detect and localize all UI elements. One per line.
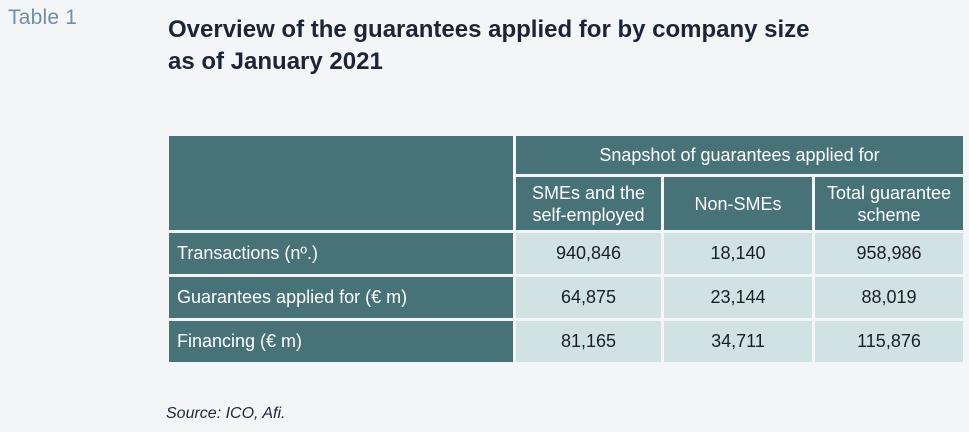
column-header-smes-line-1: SMEs and the: [531, 182, 646, 203]
guarantees-table: Snapshot of guarantees applied for SMEs …: [166, 133, 966, 365]
table-label: Table 1: [8, 6, 78, 29]
header-row-columns: SMEs and the self-employed Non-SMEs Tota…: [169, 177, 963, 230]
table-cell: 18,140: [664, 233, 812, 274]
table-cell: 88,019: [815, 277, 963, 318]
header-blank-cell: [169, 136, 513, 230]
row-label-transactions: Transactions (nº.): [169, 233, 513, 274]
column-header-total: Total guarantee scheme: [815, 177, 963, 230]
table-cell: 64,875: [516, 277, 661, 318]
table-row: Transactions (nº.) 940,846 18,140 958,98…: [169, 233, 963, 274]
group-header: Snapshot of guarantees applied for: [516, 136, 963, 174]
table-cell: 940,846: [516, 233, 661, 274]
title-line-1: Overview of the guarantees applied for b…: [168, 16, 810, 43]
title-line-2: as of January 2021: [168, 48, 383, 75]
table-cell: 958,986: [815, 233, 963, 274]
table-row: Financing (€ m) 81,165 34,711 115,876: [169, 321, 963, 362]
header-row-group: Snapshot of guarantees applied for: [169, 136, 963, 230]
table-cell: 81,165: [516, 321, 661, 362]
table-row: Guarantees applied for (€ m) 64,875 23,1…: [169, 277, 963, 318]
table-cell: 34,711: [664, 321, 812, 362]
page-title: Overview of the guarantees applied for b…: [168, 14, 928, 78]
table-cell: 23,144: [664, 277, 812, 318]
source-note: Source: ICO, Afi.: [166, 405, 286, 422]
table-cell: 115,876: [815, 321, 963, 362]
column-header-total-line-1: Total guarantee: [826, 182, 952, 203]
column-header-smes-line-2: self-employed: [532, 204, 645, 225]
column-header-smes: SMEs and the self-employed: [516, 177, 661, 230]
column-header-non-smes-line-1: Non-SMEs: [694, 193, 782, 214]
row-label-guarantees: Guarantees applied for (€ m): [169, 277, 513, 318]
row-label-financing: Financing (€ m): [169, 321, 513, 362]
column-header-non-smes: Non-SMEs: [664, 177, 812, 230]
column-header-total-line-2: scheme: [857, 204, 921, 225]
